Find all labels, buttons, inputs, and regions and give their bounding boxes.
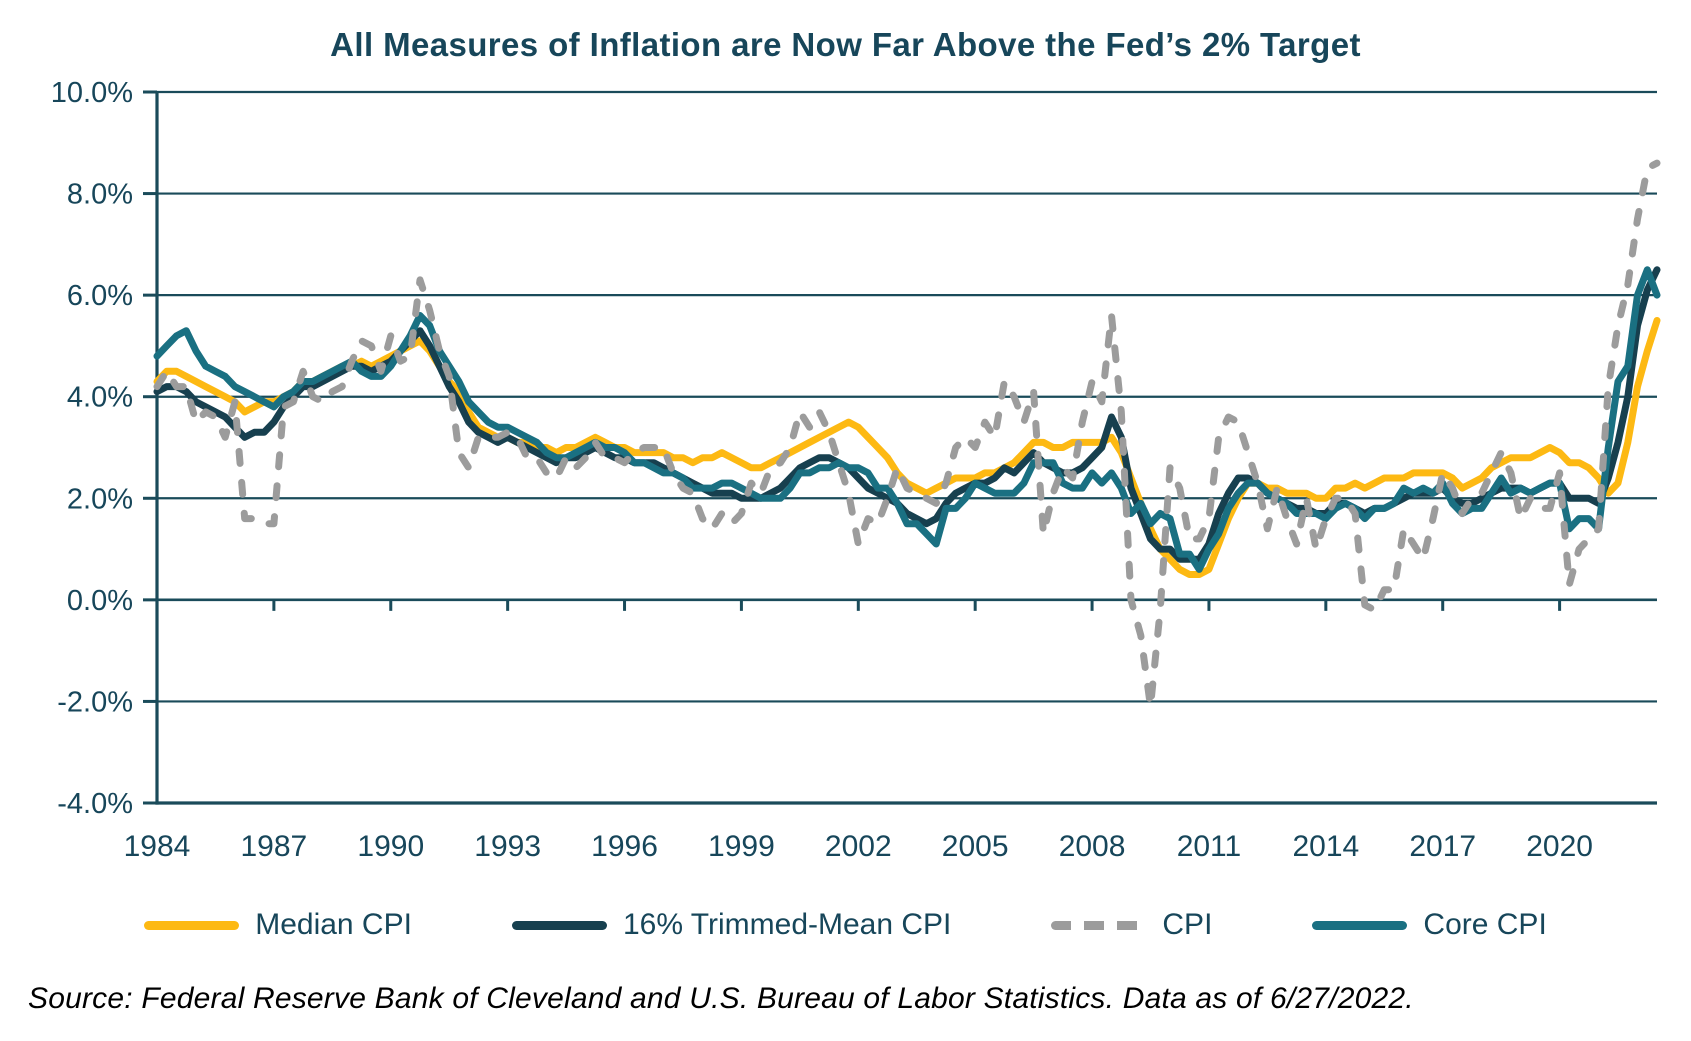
legend: Median CPI 16% Trimmed-Mean CPI CPI Core CP… [0, 898, 1691, 952]
x-tick-label: 2002 [825, 830, 892, 863]
y-tick-label: 10.0% [51, 77, 133, 109]
x-tick-label: 2011 [1177, 830, 1242, 863]
legend-swatch-solid [511, 920, 607, 930]
x-tick-label: 1984 [124, 830, 191, 863]
legend-label: Median CPI [255, 908, 412, 941]
y-tick-label: 6.0% [67, 280, 133, 312]
legend-label: Core CPI [1423, 908, 1547, 941]
x-tick-label: 1987 [241, 830, 308, 863]
y-tick-label: -2.0% [57, 686, 133, 718]
x-tick-label: 1996 [591, 830, 658, 863]
legend-item-cpi: CPI [1051, 908, 1212, 942]
legend-swatch-dashed [1051, 920, 1147, 930]
legend-item-median-cpi: Median CPI [144, 908, 412, 942]
series-line-cpi [153, 159, 1661, 710]
y-tick-label: 2.0% [67, 483, 133, 515]
x-tick-label: 1999 [708, 830, 775, 863]
x-tick-label: 2014 [1292, 830, 1359, 863]
chart-title: All Measures of Inflation are Now Far Ab… [330, 26, 1361, 63]
y-tick-label: -4.0% [57, 788, 133, 820]
y-tick-label: 4.0% [67, 382, 133, 414]
y-tick-label: 8.0% [67, 179, 133, 211]
series-line-median-cpi [153, 317, 1661, 578]
x-tick-label: 2008 [1059, 830, 1126, 863]
legend-swatch-solid [1312, 920, 1408, 930]
y-tick-label: 0.0% [67, 585, 133, 617]
x-tick-label: 2005 [942, 830, 1009, 863]
source-note: Source: Federal Reserve Bank of Clevelan… [28, 982, 1414, 1015]
series-line-core-cpi [153, 266, 1661, 573]
x-tick-label: 1990 [357, 830, 424, 863]
x-tick-label: 1993 [474, 830, 541, 863]
legend-item-16-trimmed-mean-cpi: 16% Trimmed-Mean CPI [511, 908, 952, 942]
legend-swatch-solid [144, 920, 240, 930]
x-tick-label: 2020 [1526, 830, 1593, 863]
plot-area: 10.0% 8.0% 6.0% 4.0% 2.0% 0.0% -2.0% -4.0% 1984 1… [51, 77, 1661, 863]
legend-item-core-cpi: Core CPI [1312, 908, 1547, 942]
x-tick-label: 2017 [1409, 830, 1476, 863]
legend-label: 16% Trimmed-Mean CPI [622, 908, 952, 941]
legend-label: CPI [1162, 908, 1213, 941]
